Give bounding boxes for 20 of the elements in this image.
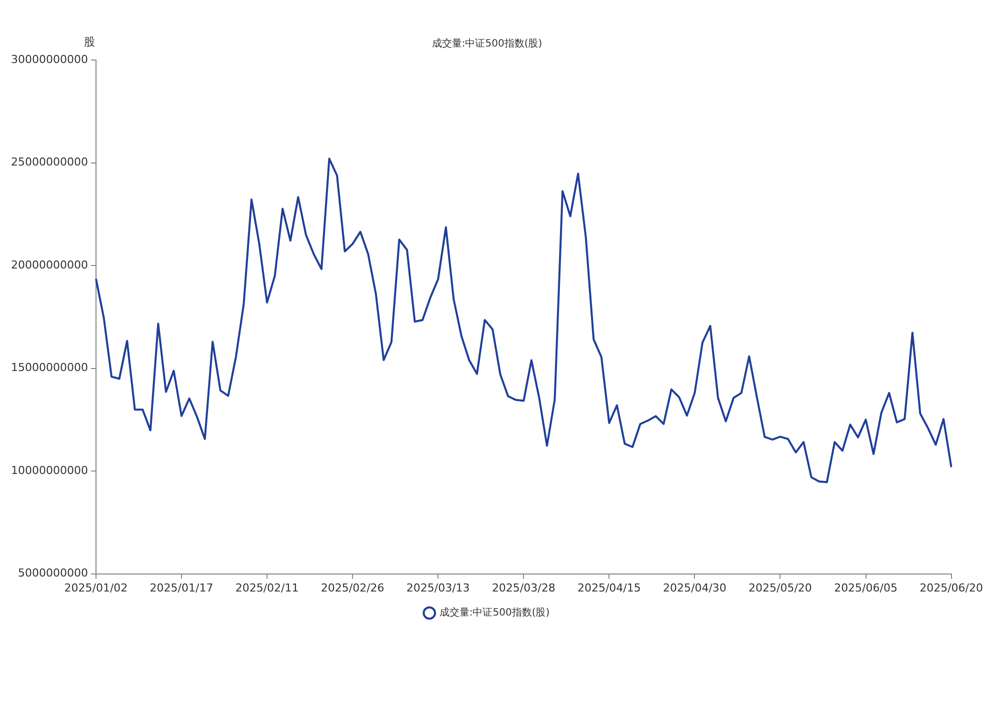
y-tick-label: 10000000000 <box>11 464 88 477</box>
y-tick-label: 15000000000 <box>11 361 88 374</box>
x-tick-label: 2025/01/02 <box>64 581 128 594</box>
y-axis-title: 股 <box>84 35 95 48</box>
x-tick-label: 2025/01/17 <box>150 581 214 594</box>
x-tick-label: 2025/06/20 <box>920 581 984 594</box>
x-tick-label: 2025/02/26 <box>320 581 384 594</box>
y-tick-label: 20000000000 <box>11 258 88 272</box>
y-tick-label: 25000000000 <box>11 156 88 169</box>
x-tick-label: 2025/05/20 <box>748 581 812 594</box>
x-tick-label: 2025/02/11 <box>235 581 299 594</box>
chart-title: 成交量:中证500指数(股) <box>432 38 542 50</box>
legend-label: 成交量:中证500指数(股) <box>439 606 550 619</box>
x-tick-label: 2025/03/28 <box>492 581 556 594</box>
y-tick-label: 5000000000 <box>18 566 88 580</box>
x-tick-label: 2025/04/30 <box>663 581 726 594</box>
x-tick-label: 2025/03/13 <box>406 581 470 594</box>
x-tick-label: 2025/04/15 <box>577 581 641 594</box>
y-tick-label: 30000000000 <box>11 52 88 66</box>
x-tick-label: 2025/06/05 <box>834 581 898 594</box>
